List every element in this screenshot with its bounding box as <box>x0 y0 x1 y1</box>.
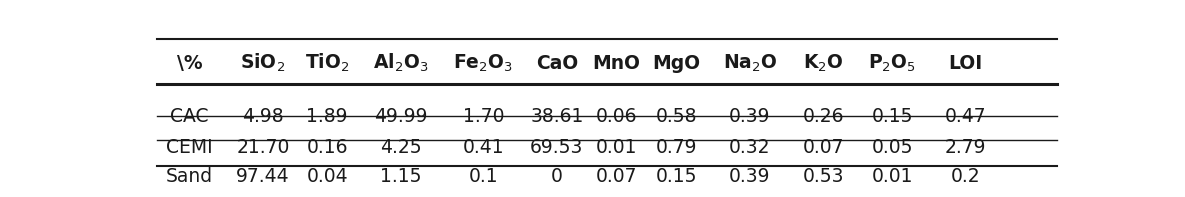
Text: 21.70: 21.70 <box>236 138 289 157</box>
Text: 0.16: 0.16 <box>307 138 348 157</box>
Text: 0.01: 0.01 <box>871 167 912 186</box>
Text: \%: \% <box>177 54 203 72</box>
Text: Al$_2$O$_3$: Al$_2$O$_3$ <box>373 52 429 74</box>
Text: 0.06: 0.06 <box>596 107 638 126</box>
Text: 38.61: 38.61 <box>530 107 583 126</box>
Text: 4.98: 4.98 <box>242 107 283 126</box>
Text: Fe$_2$O$_3$: Fe$_2$O$_3$ <box>454 52 513 74</box>
Text: 1.70: 1.70 <box>462 107 504 126</box>
Text: 0.39: 0.39 <box>729 107 770 126</box>
Text: P$_2$O$_5$: P$_2$O$_5$ <box>867 52 916 74</box>
Text: 49.99: 49.99 <box>374 107 428 126</box>
Text: 0.26: 0.26 <box>802 107 844 126</box>
Text: Na$_2$O: Na$_2$O <box>723 52 777 74</box>
Text: 0.53: 0.53 <box>802 167 844 186</box>
Text: CaO: CaO <box>536 54 578 72</box>
Text: 0.39: 0.39 <box>729 167 770 186</box>
Text: 0.07: 0.07 <box>802 138 844 157</box>
Text: 0.2: 0.2 <box>950 167 980 186</box>
Text: TiO$_2$: TiO$_2$ <box>305 52 350 74</box>
Text: MnO: MnO <box>592 54 641 72</box>
Text: SiO$_2$: SiO$_2$ <box>241 52 286 74</box>
Text: 0.15: 0.15 <box>655 167 697 186</box>
Text: 0.15: 0.15 <box>871 107 912 126</box>
Text: MgO: MgO <box>652 54 700 72</box>
Text: 1.15: 1.15 <box>380 167 422 186</box>
Text: 0: 0 <box>551 167 563 186</box>
Text: K$_2$O: K$_2$O <box>803 52 844 74</box>
Text: 0.79: 0.79 <box>655 138 697 157</box>
Text: 0.41: 0.41 <box>462 138 504 157</box>
Text: CEMI: CEMI <box>166 138 213 157</box>
Text: 0.07: 0.07 <box>596 167 638 186</box>
Text: Sand: Sand <box>166 167 213 186</box>
Text: CAC: CAC <box>171 107 209 126</box>
Text: 1.89: 1.89 <box>307 107 348 126</box>
Text: 0.04: 0.04 <box>307 167 348 186</box>
Text: 2.79: 2.79 <box>944 138 986 157</box>
Text: 0.47: 0.47 <box>944 107 986 126</box>
Text: 0.1: 0.1 <box>468 167 498 186</box>
Text: 0.32: 0.32 <box>729 138 770 157</box>
Text: 0.05: 0.05 <box>871 138 912 157</box>
Text: 97.44: 97.44 <box>236 167 290 186</box>
Text: 69.53: 69.53 <box>530 138 583 157</box>
Text: 0.58: 0.58 <box>655 107 697 126</box>
Text: 4.25: 4.25 <box>380 138 422 157</box>
Text: 0.01: 0.01 <box>596 138 638 157</box>
Text: LOI: LOI <box>948 54 982 72</box>
